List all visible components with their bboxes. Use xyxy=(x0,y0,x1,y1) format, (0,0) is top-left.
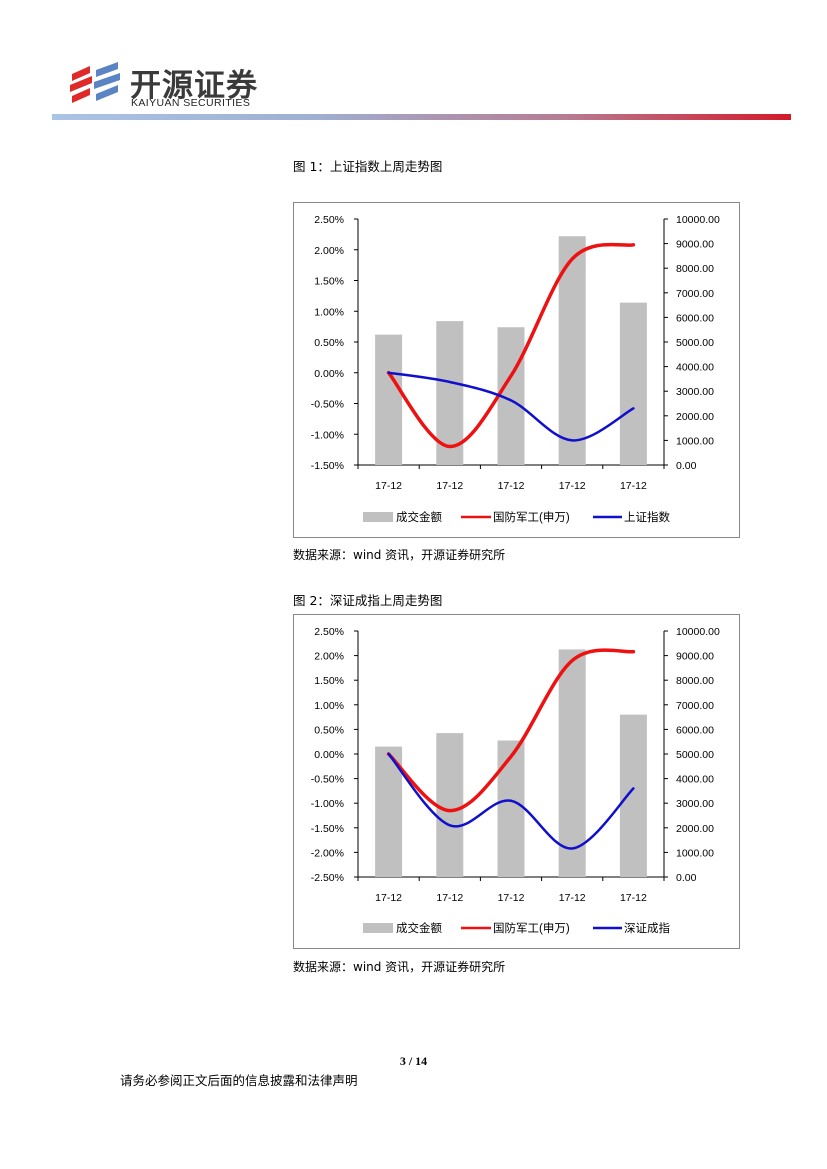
right-tick-label: 5000.00 xyxy=(676,337,714,349)
figure-1-chart: 2.50% 2.00% 1.50% 1.00% 0.50% 0.00% -0.50% -1.0… xyxy=(293,202,740,538)
right-tick-label: 9000.00 xyxy=(676,239,714,251)
left-tick-label: -1.00% xyxy=(311,429,344,441)
right-tick-label: 1000.00 xyxy=(676,847,714,859)
volume-bar xyxy=(497,740,525,877)
legend-label: 深证成指 xyxy=(624,921,670,935)
x-tick-label: 17-12 xyxy=(436,480,463,492)
legend-label: 成交金额 xyxy=(396,921,442,935)
left-tick-label: 2.50% xyxy=(314,214,344,226)
line-series-index xyxy=(387,752,635,850)
left-tick-label: 2.00% xyxy=(314,245,344,257)
page-number: 3 / 14 xyxy=(399,1054,428,1068)
right-tick-label: 7000.00 xyxy=(676,288,714,300)
x-tick-label: 17-12 xyxy=(436,892,463,904)
left-tick-label: 0.00% xyxy=(314,749,344,761)
right-tick-label: 10000.00 xyxy=(676,626,720,638)
right-tick-label: 3000.00 xyxy=(676,386,714,398)
legend-label: 国防军工(申万) xyxy=(493,510,570,524)
left-tick-label: -2.00% xyxy=(311,847,344,859)
right-tick-label: 3000.00 xyxy=(676,798,714,810)
right-tick-label: 4000.00 xyxy=(676,362,714,374)
right-tick-label: 7000.00 xyxy=(676,700,714,712)
left-tick-label: -1.50% xyxy=(311,823,344,835)
right-tick-label: 8000.00 xyxy=(676,263,714,275)
left-tick-label: -0.50% xyxy=(311,774,344,786)
right-tick-label: 5000.00 xyxy=(676,749,714,761)
figure-2-title: 图 2：深证成指上周走势图 xyxy=(293,593,443,608)
volume-bar xyxy=(558,649,586,877)
legend-label: 国防军工(申万) xyxy=(493,921,570,935)
left-tick-label: -1.50% xyxy=(311,460,344,472)
volume-bar xyxy=(619,714,647,877)
right-tick-label: 1000.00 xyxy=(676,435,714,447)
legend-bar-swatch xyxy=(363,923,393,933)
x-tick-label: 17-12 xyxy=(559,892,586,904)
left-tick-label: 1.50% xyxy=(314,276,344,288)
legend-bar-swatch xyxy=(363,512,393,522)
left-tick-label: 0.00% xyxy=(314,368,344,380)
logo-text-en: KAIYUAN SECURITIES xyxy=(131,97,251,109)
right-tick-label: 0.00 xyxy=(676,872,697,884)
volume-bar xyxy=(619,302,647,465)
line-series-defense xyxy=(386,242,636,449)
right-tick-label: 6000.00 xyxy=(676,724,714,736)
left-tick-label: 2.50% xyxy=(314,626,344,638)
kaiyuan-logo-icon xyxy=(70,62,120,103)
x-tick-label: 17-12 xyxy=(498,480,525,492)
volume-bar xyxy=(375,334,403,465)
logo-text-cn: 开源证券 xyxy=(130,68,258,104)
left-tick-label: 1.50% xyxy=(314,675,344,687)
right-tick-label: 8000.00 xyxy=(676,675,714,687)
x-tick-label: 17-12 xyxy=(498,892,525,904)
right-tick-label: 2000.00 xyxy=(676,823,714,835)
x-tick-label: 17-12 xyxy=(375,480,402,492)
right-tick-label: 9000.00 xyxy=(676,651,714,663)
left-tick-label: -1.00% xyxy=(311,798,344,810)
line-series-index xyxy=(387,371,635,442)
header-divider xyxy=(52,114,791,120)
figure-1-source: 数据来源：wind 资讯，开源证券研究所 xyxy=(293,548,506,562)
left-tick-label: 2.00% xyxy=(314,651,344,663)
figure-2-chart: 2.50% 2.00% 1.50% 1.00% 0.50% 0.00% -0.50% -1.0… xyxy=(293,614,740,949)
x-tick-label: 17-12 xyxy=(375,892,402,904)
legend-label: 上证指数 xyxy=(624,510,670,524)
line-series-defense xyxy=(386,648,636,813)
left-tick-label: 1.00% xyxy=(314,306,344,318)
right-tick-label: 10000.00 xyxy=(676,214,720,226)
figure-2-source: 数据来源：wind 资讯，开源证券研究所 xyxy=(293,960,506,974)
left-tick-label: -0.50% xyxy=(311,399,344,411)
volume-bar xyxy=(436,321,464,465)
x-tick-label: 17-12 xyxy=(620,892,647,904)
right-tick-label: 4000.00 xyxy=(676,774,714,786)
left-tick-label: -2.50% xyxy=(311,872,344,884)
left-tick-label: 1.00% xyxy=(314,700,344,712)
disclaimer-text: 请务必参阅正文后面的信息披露和法律声明 xyxy=(120,1073,358,1088)
x-tick-label: 17-12 xyxy=(559,480,586,492)
legend-label: 成交金额 xyxy=(396,510,442,524)
right-tick-label: 6000.00 xyxy=(676,312,714,324)
left-tick-label: 0.50% xyxy=(314,337,344,349)
left-tick-label: 0.50% xyxy=(314,724,344,736)
figure-1-title: 图 1：上证指数上周走势图 xyxy=(293,159,443,174)
right-tick-label: 2000.00 xyxy=(676,411,714,423)
x-tick-label: 17-12 xyxy=(620,480,647,492)
volume-bar xyxy=(436,733,464,877)
right-tick-label: 0.00 xyxy=(676,460,697,472)
